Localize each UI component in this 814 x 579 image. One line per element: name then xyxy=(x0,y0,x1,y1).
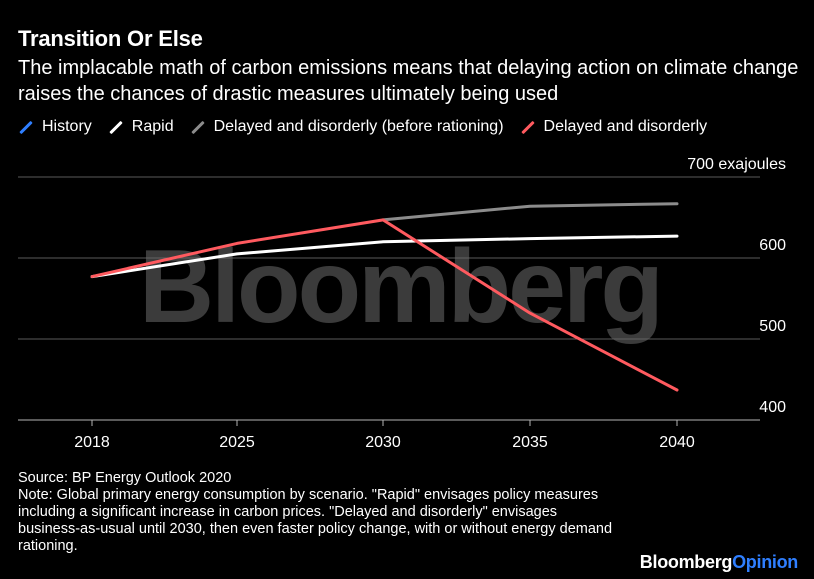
x-tick-label-2025: 2025 xyxy=(219,434,255,451)
series-line-delayed-and-disorderly-before-rationing xyxy=(381,202,679,222)
x-tick-label-2030: 2030 xyxy=(365,434,401,451)
chart-title: Transition Or Else xyxy=(18,26,203,51)
legend-item-delayed-before-rationing: Delayed and disorderly (before rationing… xyxy=(190,118,504,136)
chart-subtitle: The implacable math of carbon emissions … xyxy=(18,57,799,105)
x-tick-label-2040: 2040 xyxy=(659,434,695,451)
brand-part1: Bloomberg xyxy=(639,552,733,572)
gridlines xyxy=(18,176,760,421)
series-line-delayed-and-disorderly xyxy=(90,218,679,392)
legend-label-rapid: Rapid xyxy=(131,118,174,135)
y-axis-labels: 400 500 600 700 exajoules xyxy=(687,156,786,416)
source-text: Source: BP Energy Outlook 2020 xyxy=(18,470,232,486)
x-tick-label-2035: 2035 xyxy=(512,434,548,451)
y-tick-label-400: 400 xyxy=(759,399,786,416)
legend-label-history: History xyxy=(42,118,92,135)
y-tick-label-700: 700 exajoules xyxy=(687,156,786,173)
brand-part2: Opinion xyxy=(732,552,798,572)
y-tick-label-500: 500 xyxy=(759,318,786,335)
y-tick-label-600: 600 xyxy=(759,237,786,254)
bloomberg-opinion-logo: BloombergOpinion xyxy=(639,552,799,573)
legend-label-delayed-disorderly: Delayed and disorderly xyxy=(543,118,708,135)
legend-item-history: History xyxy=(18,118,92,136)
x-tick-label-2018: 2018 xyxy=(74,434,110,451)
x-axis: 2018 2025 2030 2035 2040 xyxy=(74,420,695,451)
series-line-rapid xyxy=(90,234,679,279)
chart-footer: Source: BP Energy Outlook 2020 Note: Glo… xyxy=(18,470,618,555)
legend-label-delayed-before-rationing: Delayed and disorderly (before rationing… xyxy=(213,118,504,135)
series-lines xyxy=(90,202,679,392)
legend: History Rapid Delayed and disorderly (be… xyxy=(18,118,723,136)
note-text: Note: Global primary energy consumption … xyxy=(18,487,613,554)
legend-item-rapid: Rapid xyxy=(108,118,174,136)
bloomberg-watermark: Bloomberg xyxy=(139,229,661,345)
legend-item-delayed-disorderly: Delayed and disorderly xyxy=(520,118,708,136)
